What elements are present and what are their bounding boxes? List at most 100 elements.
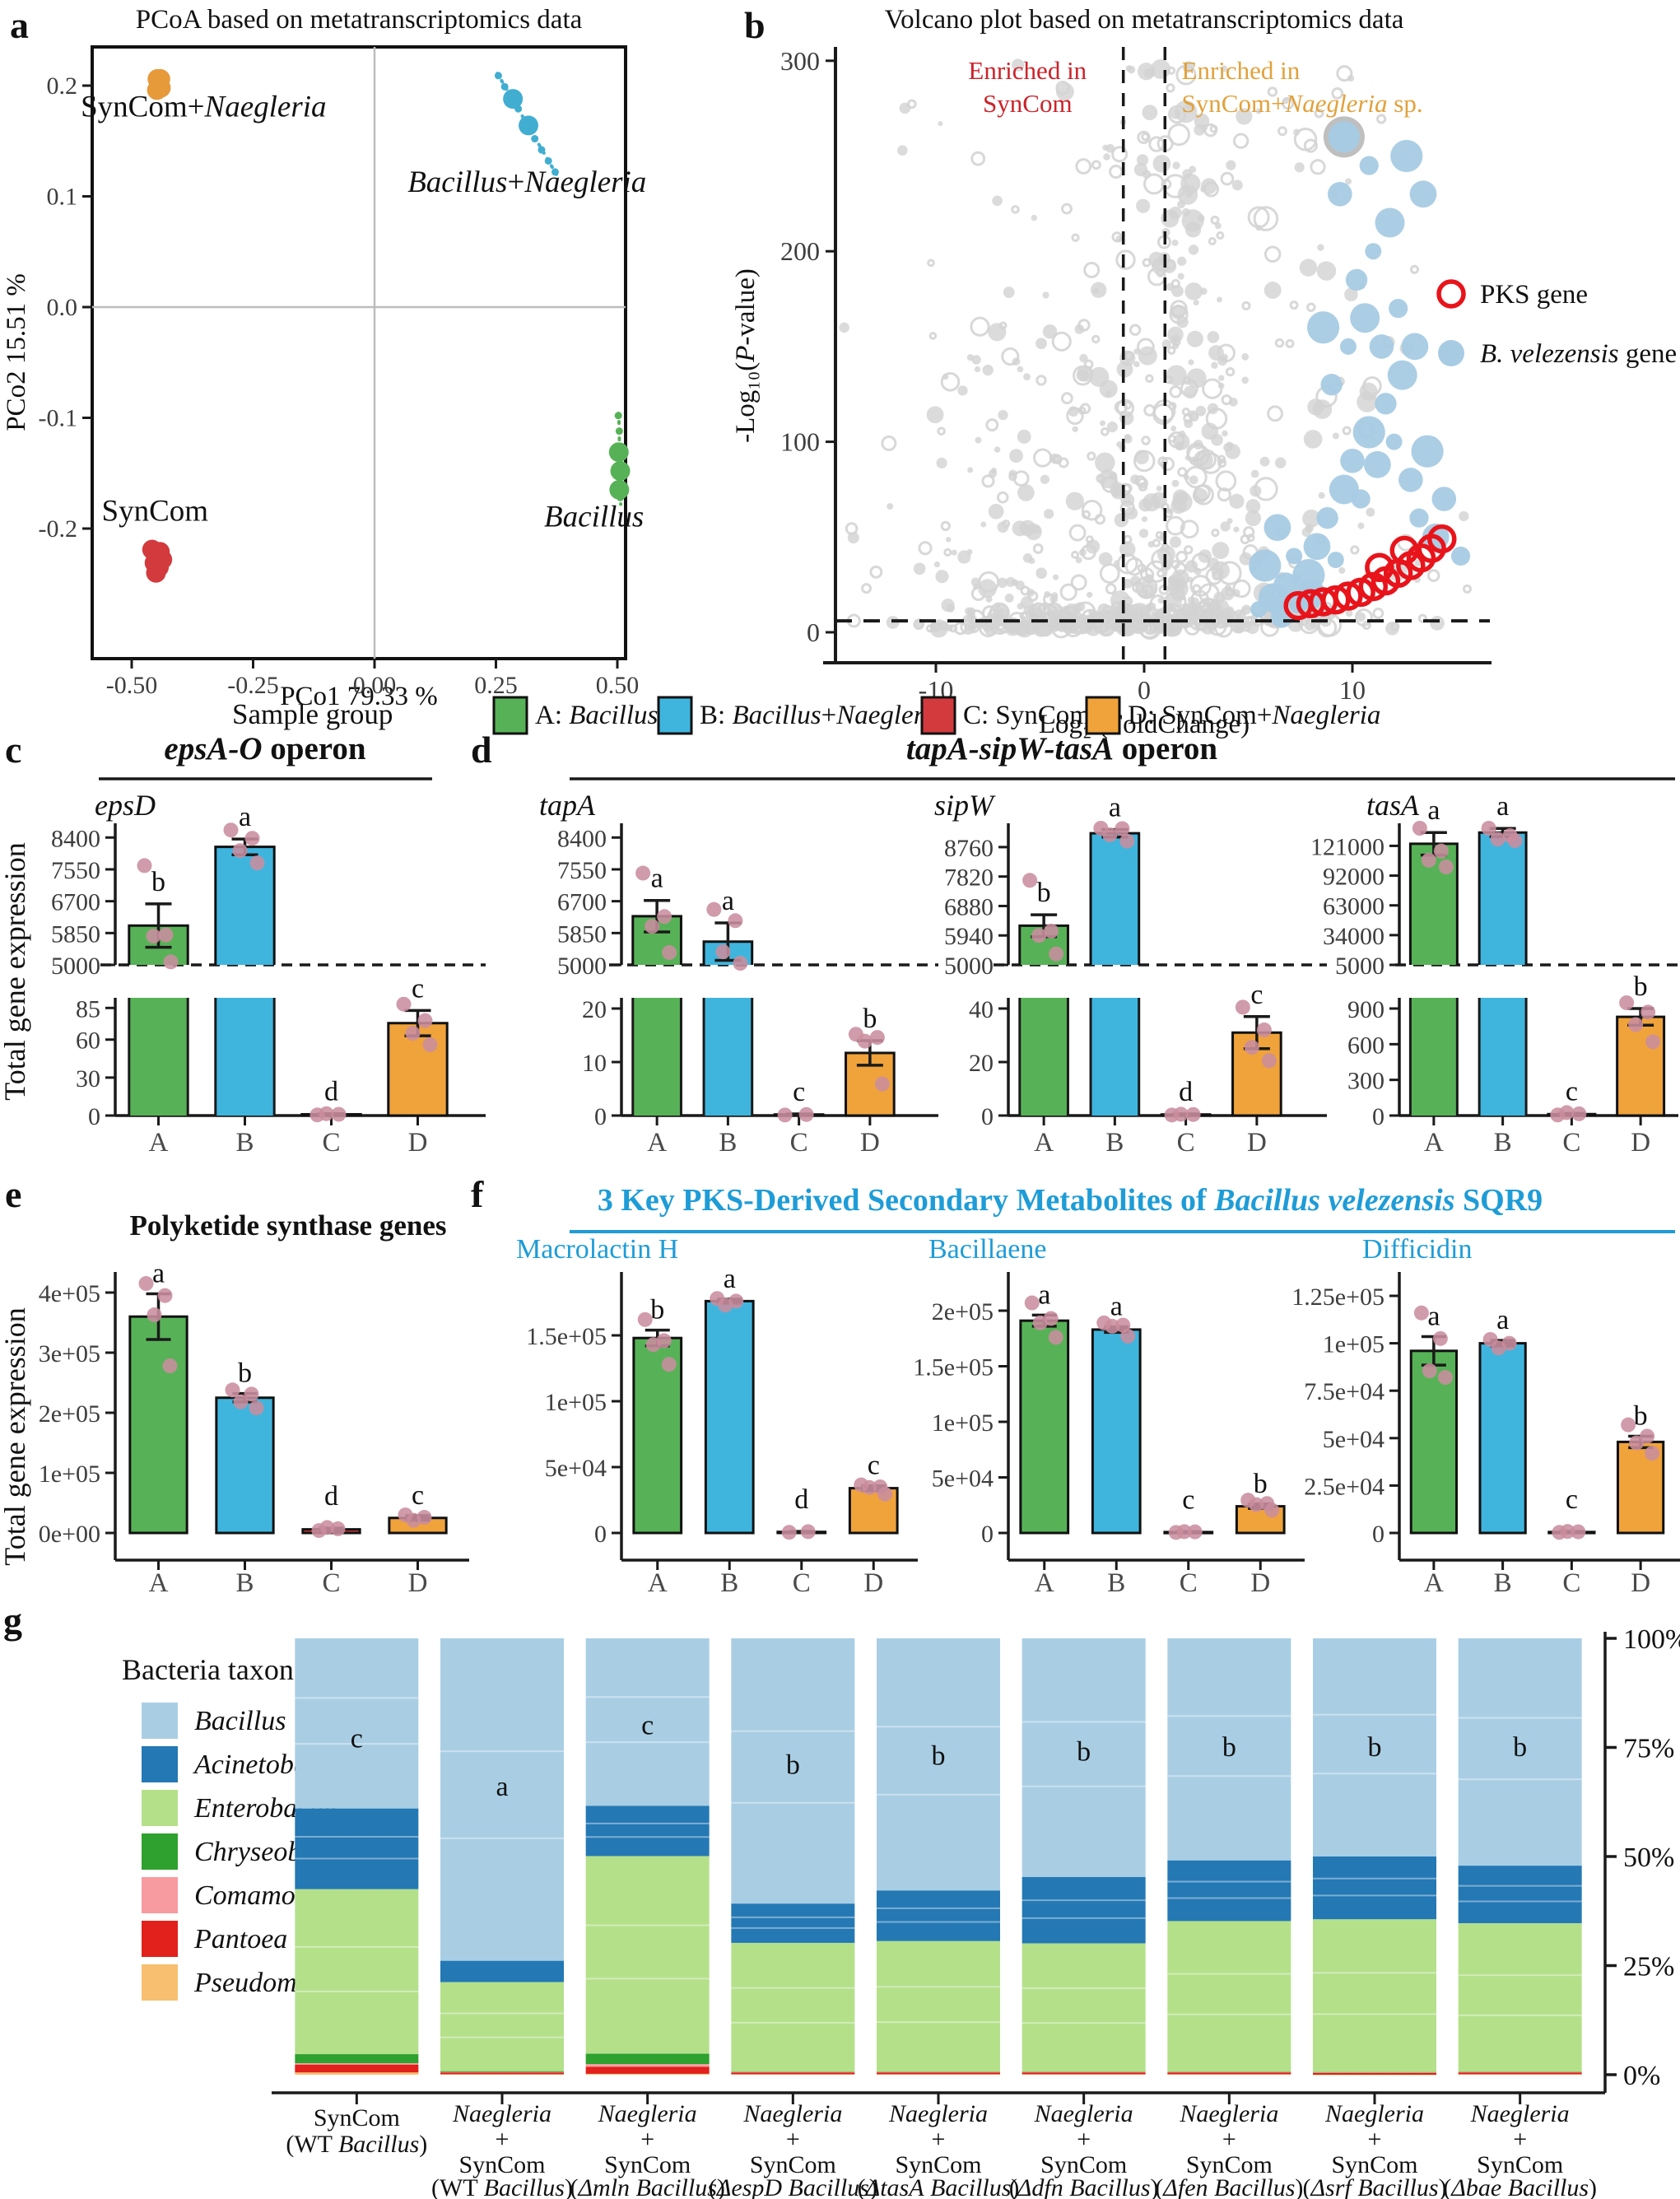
gene-point	[1035, 567, 1048, 579]
gene-point	[1148, 136, 1165, 152]
data-point	[163, 954, 179, 970]
x-category-label: D	[408, 1128, 428, 1158]
cluster-label: SynCom+Naegleria	[81, 91, 326, 124]
x-category-label: B	[1494, 1128, 1512, 1158]
significance-letter: c	[412, 973, 424, 1004]
gene-point	[1181, 494, 1188, 501]
gene-point	[1459, 510, 1469, 522]
data-point	[1115, 821, 1130, 836]
segment-enterobacter	[731, 1942, 855, 2072]
data-point	[798, 1106, 814, 1122]
gene-point	[1133, 348, 1140, 355]
gene-point	[1012, 357, 1021, 366]
segment-comamonas	[440, 2071, 564, 2073]
subplot-title: Macrolactin H	[516, 1234, 678, 1265]
gene-point	[1222, 430, 1228, 437]
gene-point	[1119, 541, 1136, 557]
segment-pseudomonas	[1021, 2074, 1146, 2075]
gene-point	[938, 121, 943, 127]
gene-point	[1156, 569, 1166, 578]
x-tick-label: 0.00	[353, 672, 397, 699]
section-title-d: tapA-sipW-tasA operon	[906, 731, 1217, 766]
gene-point	[1167, 346, 1176, 355]
gene-point	[1175, 551, 1188, 563]
gene-point	[1154, 610, 1164, 620]
gene-point	[1125, 65, 1133, 72]
gene-point	[1075, 557, 1082, 564]
gene-point	[1209, 124, 1218, 133]
gene-point	[1241, 300, 1251, 310]
gene-point	[1001, 347, 1020, 366]
segment-pantoea	[1458, 2072, 1582, 2075]
segment-acinetobacter	[731, 1903, 855, 1943]
bvelezensis-point	[1352, 416, 1385, 449]
bar	[1019, 1319, 1070, 1535]
gene-point	[1169, 536, 1182, 548]
gene-point	[1184, 465, 1208, 489]
gene-point	[1167, 123, 1190, 147]
segment-comamonas	[1313, 2072, 1436, 2073]
x-tick-label: -0.50	[106, 672, 158, 699]
gene-point	[967, 467, 974, 473]
bvelezensis-legend-icon	[1438, 340, 1464, 366]
gene-point	[992, 195, 1003, 207]
x-category-label: +	[932, 2126, 946, 2153]
significance-letter: d	[324, 1481, 338, 1512]
data-point	[319, 1520, 335, 1535]
gene-point	[1111, 146, 1129, 163]
y-tick-label: 8400	[51, 825, 100, 852]
x-category-label: C	[1562, 1128, 1580, 1158]
gene-point	[1106, 422, 1118, 433]
significance-letter: a	[152, 1258, 165, 1288]
gene-point	[1004, 594, 1014, 603]
gene-point	[845, 522, 859, 535]
gene-point	[969, 613, 976, 619]
x-category-label: B	[235, 1568, 254, 1598]
data-point	[1261, 1053, 1277, 1069]
data-point	[1621, 1417, 1636, 1433]
gene-point	[1211, 529, 1220, 538]
significance-letter: d	[1179, 1077, 1193, 1107]
gene-point	[1169, 206, 1182, 220]
x-category-label: C	[790, 1128, 808, 1158]
bar	[1478, 1342, 1527, 1535]
segment-enterobacter	[877, 1940, 1000, 2072]
x-category-label: (Δsrf Bacillus)	[1302, 2174, 1446, 2199]
gene-point	[1061, 203, 1073, 215]
gene-point	[1079, 353, 1088, 363]
gene-point	[1166, 83, 1175, 93]
sample-point	[544, 156, 552, 165]
panel-letter-a: a	[10, 4, 29, 46]
x-category-label: +	[1077, 2126, 1091, 2153]
significance-letter: a	[1110, 1292, 1123, 1322]
y-tick-label: 1.25e+05	[1291, 1284, 1384, 1311]
significance-letter: b	[932, 1741, 946, 1772]
sample-point	[494, 72, 502, 80]
bvelezensis-point	[1327, 552, 1344, 569]
gene-point	[978, 571, 1000, 593]
significance-letter: b	[650, 1295, 664, 1325]
gene-point	[1059, 583, 1077, 601]
bar-upper	[1479, 832, 1527, 965]
x-category-label: Naegleria	[452, 2100, 551, 2127]
bar-continuation	[1019, 998, 1068, 1116]
bar-group-A: Aa	[1409, 1302, 1459, 1598]
gene-point	[1245, 510, 1262, 527]
chart-bacillaene: Bacillaene05e+041e+051.5e+052e+05AaBaCcD…	[913, 1234, 1305, 1598]
gene-point	[970, 151, 986, 166]
y-tick-label: 1.5e+05	[913, 1354, 994, 1381]
data-point	[225, 1382, 240, 1398]
gene-point	[1124, 608, 1138, 621]
x-category-label: B	[1494, 1568, 1512, 1598]
gene-point	[1310, 159, 1326, 175]
y-tick-label: 200	[780, 236, 820, 266]
sample-point	[519, 115, 539, 136]
x-category-label: +	[496, 2126, 510, 2153]
taxa-swatch-bacillus	[142, 1703, 178, 1739]
taxa-label-pantoea: Pantoea	[193, 1924, 287, 1954]
gene-point	[1250, 469, 1259, 478]
bvelezensis-point	[1431, 487, 1457, 511]
gene-point	[1044, 509, 1054, 519]
